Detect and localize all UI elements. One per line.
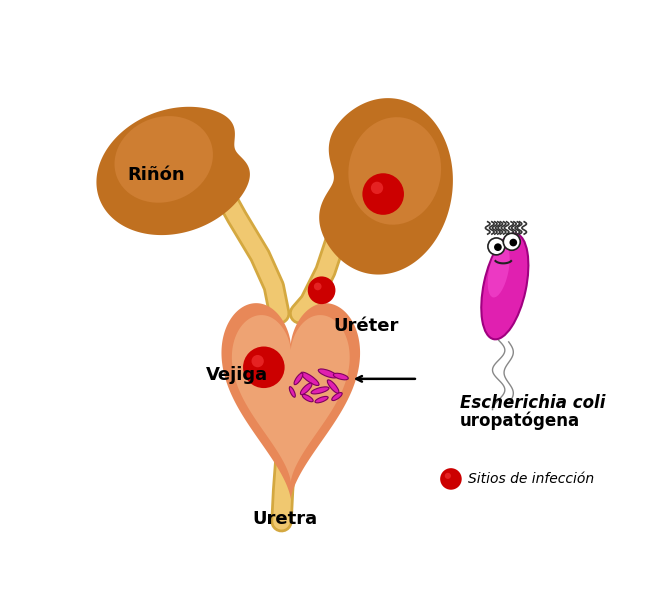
Ellipse shape [289,387,295,397]
Ellipse shape [333,373,348,380]
Circle shape [440,468,461,490]
Circle shape [314,283,322,290]
Ellipse shape [488,245,510,298]
Circle shape [363,173,404,215]
Ellipse shape [348,117,441,225]
Ellipse shape [302,394,313,402]
Circle shape [510,238,517,246]
Circle shape [252,355,264,367]
Ellipse shape [481,233,528,339]
Ellipse shape [318,369,337,378]
Circle shape [243,346,285,388]
Polygon shape [96,107,250,235]
Text: Vejiga: Vejiga [205,366,268,384]
Ellipse shape [300,383,312,395]
Circle shape [503,233,520,250]
Ellipse shape [294,373,303,384]
Text: Escherichia coli: Escherichia coli [460,394,606,413]
Circle shape [307,277,335,304]
Ellipse shape [311,387,329,394]
Ellipse shape [315,397,328,403]
Circle shape [494,243,502,251]
Circle shape [445,473,451,479]
Ellipse shape [301,372,319,386]
Text: Sitios de infección: Sitios de infección [468,472,594,486]
Text: uropatógena: uropatógena [460,412,580,431]
Ellipse shape [328,380,339,393]
Circle shape [488,238,505,255]
Polygon shape [232,315,350,482]
Text: Uretra: Uretra [252,510,317,528]
Ellipse shape [114,116,213,203]
Circle shape [371,182,384,194]
Text: Riñón: Riñón [127,166,185,184]
Polygon shape [319,98,453,275]
Text: Uréter: Uréter [333,317,398,335]
Polygon shape [222,303,360,500]
Ellipse shape [332,392,342,400]
